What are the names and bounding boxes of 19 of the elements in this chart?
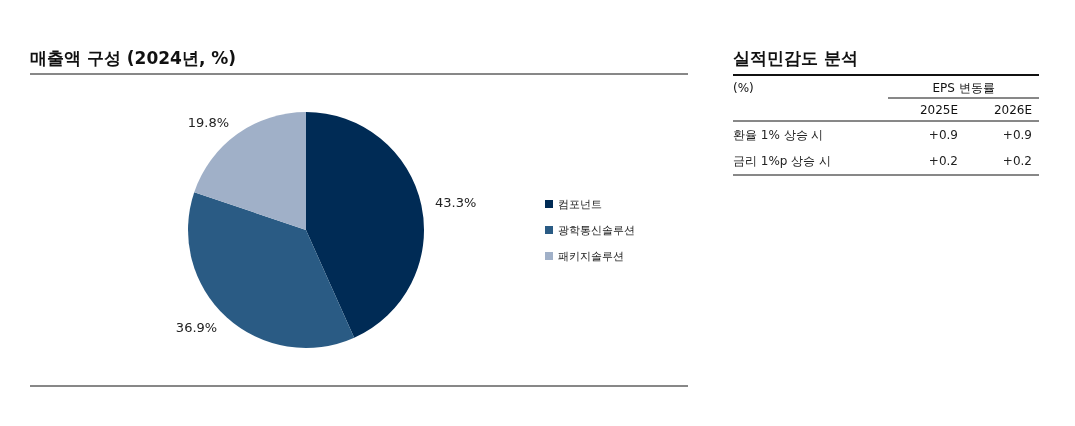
data-label: 19.8%	[187, 115, 230, 131]
chart-title: 매출액 구성 (2024년, %)	[30, 48, 237, 68]
text: +0.9	[928, 128, 958, 143]
data-label: 43.3%	[435, 194, 477, 210]
legend-label: 광학통신솔루션	[558, 223, 635, 237]
pie-slice	[306, 112, 424, 338]
text: +0.9	[1002, 128, 1032, 143]
text: +0.2	[928, 154, 958, 169]
text: 실적민감도 분석	[733, 48, 858, 68]
legend-label: 패키지솔루션	[558, 249, 624, 263]
category-label: 환율 1% 상승 시	[733, 128, 824, 143]
legend-label: 컴포넌트	[558, 197, 602, 211]
text: +0.2	[1002, 154, 1032, 169]
category-label: 금리 1%p 상승 시	[733, 154, 832, 169]
data-label: 36.9%	[175, 320, 218, 336]
text: EPS 변동률	[932, 81, 995, 96]
category-label: 2025E	[919, 103, 958, 118]
text: (%)	[733, 81, 754, 96]
category-label: 2026E	[993, 103, 1032, 118]
